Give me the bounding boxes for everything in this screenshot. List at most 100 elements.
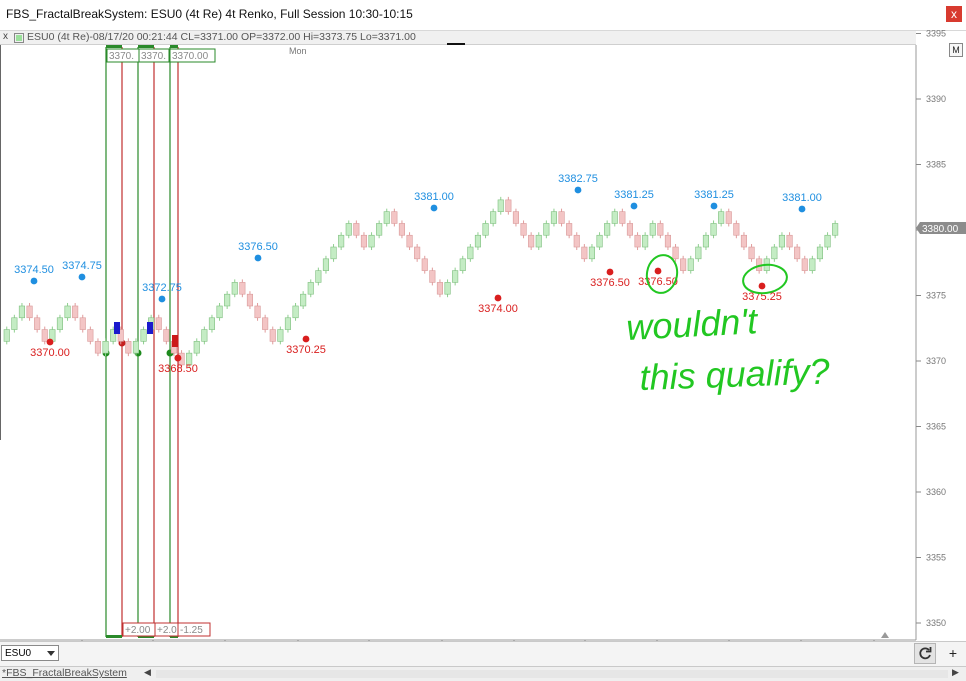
fractal-high-label: 3374.75 (62, 260, 102, 272)
fractal-low-dot (46, 338, 54, 346)
renko-brick-up (345, 223, 352, 236)
renko-brick-down (94, 341, 101, 354)
fractal-high-dot (430, 204, 438, 212)
renko-brick-down (163, 329, 170, 342)
renko-brick-down (155, 317, 162, 330)
trade-entry-label-box (138, 48, 170, 63)
fractal-low-dot (758, 282, 766, 290)
renko-brick-up (3, 329, 10, 342)
session-label: Mon (289, 46, 307, 56)
trade-bar-top (106, 45, 122, 48)
renko-brick-down (353, 223, 360, 236)
entry-block (147, 322, 153, 334)
trade-entry-label: 3370.00 (172, 51, 209, 62)
renko-brick-up (778, 234, 786, 248)
handwritten-line: wouldn't (625, 300, 760, 348)
renko-brick-up (482, 223, 489, 236)
renko-brick-down (79, 317, 86, 330)
renko-brick-down (414, 246, 421, 260)
renko-brick-up (816, 246, 824, 260)
fractal-high-dot (158, 295, 166, 303)
price-tick-label: 3360 (926, 487, 946, 497)
renko-brick-up (300, 293, 307, 307)
tab-fbs-fractalbreaksystem[interactable]: *FBS_FractalBreakSystem (2, 667, 127, 679)
exit-block (172, 335, 178, 347)
fractal-low-label: 3376.50 (590, 277, 630, 289)
renko-brick-down (748, 246, 755, 260)
trade-pnl-label: +2.0 (157, 625, 177, 636)
fractal-high-label: 3381.25 (694, 189, 734, 201)
scroll-right-icon[interactable]: ▶ (952, 667, 959, 677)
close-window-button[interactable]: x (946, 6, 962, 22)
renko-brick-up (18, 305, 26, 319)
handwritten-line: this qualify? (639, 350, 830, 398)
renko-brick-up (56, 317, 64, 330)
renko-brick-up (338, 234, 345, 248)
renko-brick-up (216, 305, 223, 319)
renko-brick-up (444, 282, 451, 295)
refresh-icon (919, 647, 932, 660)
renko-brick-down (360, 234, 368, 248)
renko-brick-up (832, 223, 839, 236)
renko-brick-down (619, 211, 626, 224)
chevron-down-icon (47, 651, 55, 656)
fractal-high-label: 3381.25 (614, 189, 654, 201)
renko-brick-up (368, 234, 375, 248)
add-panel-button[interactable]: + (948, 645, 958, 661)
renko-brick-up (330, 246, 337, 260)
fractal-low-label: 3368.50 (158, 363, 198, 375)
renko-brick-down (794, 246, 801, 260)
refresh-button[interactable] (914, 643, 936, 664)
session-marker (447, 43, 465, 45)
renko-brick-down (269, 329, 276, 342)
renko-brick-down (512, 211, 520, 224)
fractal-low-dot (302, 335, 310, 343)
trade-pnl-label-box (177, 622, 211, 637)
scroll-end-marker (881, 632, 889, 638)
renko-bricks (3, 196, 839, 368)
price-tick-label: 3385 (926, 160, 946, 170)
trade-entry-label-box (169, 48, 216, 63)
fractal-low-label: 3370.25 (286, 344, 326, 356)
fractal-high-dot (798, 205, 806, 213)
renko-brick-up (809, 258, 816, 271)
fractal-high-dot (630, 202, 638, 210)
series-info-text: ESU0 (4t Re)-08/17/20 00:21:44 CL=3371.0… (27, 31, 416, 43)
horizontal-scrollbar[interactable] (156, 670, 948, 678)
m-button[interactable]: M (949, 43, 963, 57)
renko-brick-up (710, 223, 717, 236)
price-axis: 3395339033853380337533703365336033553350… (881, 29, 966, 638)
fractal-low-label: 3374.00 (478, 303, 518, 315)
renko-brick-up (224, 293, 231, 307)
renko-brick-up (695, 246, 702, 260)
price-tick-label: 3395 (926, 29, 946, 39)
renko-brick-down (740, 234, 748, 248)
close-indicator-icon[interactable]: x (3, 31, 8, 42)
renko-brick-down (520, 223, 527, 236)
fractal-low-dot (174, 354, 182, 362)
renko-brick-down (87, 329, 94, 342)
renko-brick-up (611, 211, 618, 224)
renko-brick-down (125, 341, 132, 354)
renko-brick-up (186, 352, 193, 366)
renko-brick-up (459, 258, 466, 271)
renko-brick-up (452, 270, 459, 283)
fractal-high-label: 3381.00 (414, 191, 454, 203)
renko-brick-up (824, 234, 831, 248)
fractal-low-dot (654, 267, 662, 275)
renko-brick-up (307, 282, 314, 295)
fractal-low-label: 3375.25 (742, 291, 782, 303)
fractal-low-label: 3370.00 (30, 347, 70, 359)
fractal-high-label: 3376.50 (238, 241, 278, 253)
fractal-high-label: 3374.50 (14, 264, 54, 276)
symbol-select[interactable]: ESU0 (1, 645, 59, 661)
renko-brick-down (801, 258, 808, 271)
renko-brick-up (201, 329, 208, 342)
current-price-label: 3380.00 (922, 224, 959, 235)
scroll-left-icon[interactable]: ◀ (144, 667, 151, 677)
renko-brick-down (117, 329, 124, 342)
window-title: FBS_FractalBreakSystem: ESU0 (4t Re) 4t … (6, 7, 413, 21)
renko-brick-up (588, 246, 596, 260)
renko-brick-up (702, 234, 710, 248)
